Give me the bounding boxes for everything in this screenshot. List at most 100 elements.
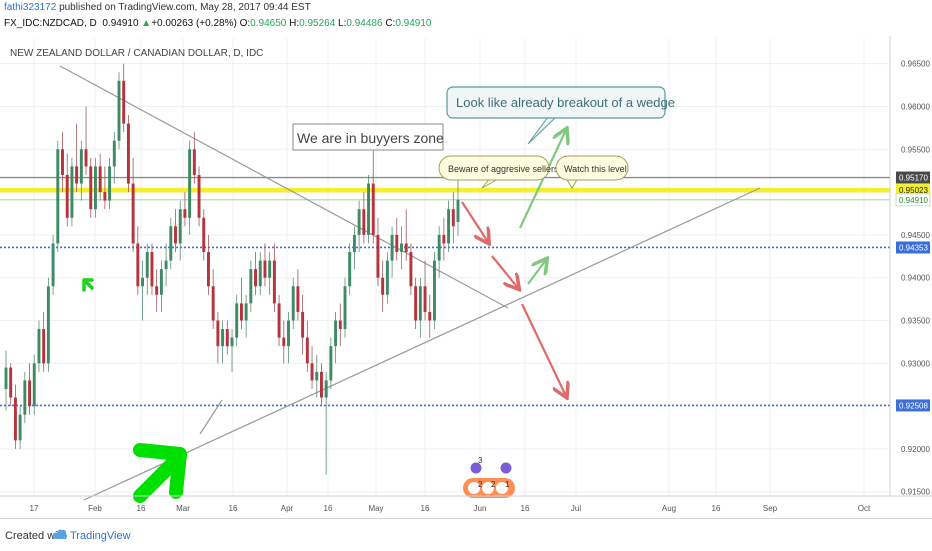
candle-body xyxy=(390,234,394,261)
price-axis[interactable] xyxy=(890,36,932,496)
time-tick: 16 xyxy=(137,504,146,513)
candle-body xyxy=(418,286,422,321)
price-tick: 0.94000 xyxy=(901,274,930,283)
time-tick: Mar xyxy=(176,504,190,513)
time-tick: Jul xyxy=(571,504,581,513)
candle-body xyxy=(150,252,154,287)
time-tick: 16 xyxy=(324,504,333,513)
candle-body xyxy=(263,260,267,278)
price-label-box xyxy=(896,171,930,184)
candle-body xyxy=(315,371,319,381)
candle-body xyxy=(254,269,258,287)
candle-body xyxy=(89,166,93,210)
candle-body xyxy=(334,320,338,347)
time-tick: Jun xyxy=(474,504,487,513)
annotation-wedge-text: Look like already breakout of a wedge xyxy=(456,95,675,110)
low-label: L: xyxy=(338,18,347,29)
candle-body xyxy=(305,337,309,364)
candle-body xyxy=(18,414,22,441)
event-badge-dot-icon xyxy=(482,482,494,494)
candle-body xyxy=(108,166,112,201)
candles xyxy=(4,63,460,475)
candle-body xyxy=(310,363,314,381)
candle-body xyxy=(385,260,389,295)
chart-grid xyxy=(0,38,890,496)
publish-header: fathi323172 published on TradingView.com… xyxy=(4,2,311,18)
candle-body xyxy=(192,149,196,175)
candle-body xyxy=(221,329,225,347)
candle-body xyxy=(65,174,69,218)
candle-body xyxy=(296,286,300,312)
candle-body xyxy=(75,166,79,184)
price-chart[interactable]: NEW ZEALAND DOLLAR / CANADIAN DOLLAR, D,… xyxy=(0,36,932,518)
candle-body xyxy=(343,286,347,330)
candle-body xyxy=(235,303,239,338)
last-price: 0.94910 xyxy=(102,18,139,29)
balloon-watch-level[interactable]: Watch this level xyxy=(555,155,629,189)
candle-body xyxy=(348,252,352,287)
open-label: O: xyxy=(239,18,251,29)
candle-body xyxy=(244,303,248,321)
big-green-arrow-head-icon xyxy=(133,443,187,499)
time-axis[interactable]: 17 Feb 16 Mar 16 Apr 16 May 16 Jun 16 Jul Aug 16 Sep Oc… xyxy=(30,504,871,513)
candle-body xyxy=(432,260,436,321)
high-value: 0.95264 xyxy=(299,18,336,29)
close-label: C: xyxy=(385,18,396,29)
candle-body xyxy=(28,380,32,407)
event-count-3: 2 xyxy=(491,480,496,489)
tradingview-brand-link[interactable]: TradingView xyxy=(70,530,131,542)
candle-body xyxy=(112,140,116,167)
candle-body xyxy=(61,149,64,175)
candle-body xyxy=(287,320,290,347)
time-tick: 16 xyxy=(712,504,721,513)
candle-body xyxy=(367,183,371,235)
candle-body xyxy=(37,329,41,364)
candle-body xyxy=(362,209,366,235)
candle-body xyxy=(84,149,88,167)
candle-body xyxy=(301,311,305,338)
annotation-wedge-callout[interactable]: Look like already breakout of a wedge xyxy=(446,86,675,145)
high-label: H: xyxy=(289,18,300,29)
time-tick: Aug xyxy=(662,504,676,513)
price-tick: 0.92000 xyxy=(901,445,930,454)
descending-trendline[interactable] xyxy=(59,65,509,309)
candle-body xyxy=(211,286,215,321)
price-label: 0.94353 xyxy=(899,243,928,252)
annotation-buyers-zone[interactable]: We are in buyyers zone xyxy=(292,123,444,151)
candle-body xyxy=(381,277,385,295)
price-tick: 0.95500 xyxy=(901,145,930,154)
candle-body xyxy=(32,363,36,407)
open-value: 0.94650 xyxy=(250,18,287,29)
candle-body xyxy=(46,286,50,364)
red-projection-arrow-1[interactable] xyxy=(461,201,488,242)
green-projection-arrow-1[interactable] xyxy=(527,260,546,285)
red-projection-arrow-2[interactable] xyxy=(491,255,518,288)
candle-body xyxy=(126,123,130,184)
candle-body xyxy=(409,252,413,287)
author-link[interactable]: fathi323172 xyxy=(4,2,57,13)
candle-body xyxy=(169,226,173,261)
candle-body xyxy=(117,80,121,141)
candle-body xyxy=(277,303,281,338)
candle-body xyxy=(159,269,163,295)
candle-body xyxy=(329,346,333,381)
candle-body xyxy=(42,329,46,364)
candle-body xyxy=(451,209,455,227)
ascending-trendline[interactable] xyxy=(83,187,761,501)
small-green-arrow-icon xyxy=(82,278,94,292)
time-tick: Feb xyxy=(88,504,102,513)
candle-body xyxy=(98,166,102,193)
balloon-sellers[interactable]: Beware of aggresive sellers xyxy=(438,155,559,189)
price-label-box xyxy=(896,241,930,254)
candle-body xyxy=(404,243,408,253)
candle-body xyxy=(9,367,13,398)
candle-body xyxy=(136,243,140,287)
candle-body xyxy=(249,269,253,304)
candle-body xyxy=(216,320,220,347)
candle-body xyxy=(141,277,145,287)
candle-body xyxy=(357,209,361,235)
price-label-box xyxy=(896,184,930,197)
event-markers[interactable]: 3 2 2 1 xyxy=(463,456,515,498)
red-projection-arrow-3[interactable] xyxy=(521,303,566,396)
candle-body xyxy=(197,174,201,218)
